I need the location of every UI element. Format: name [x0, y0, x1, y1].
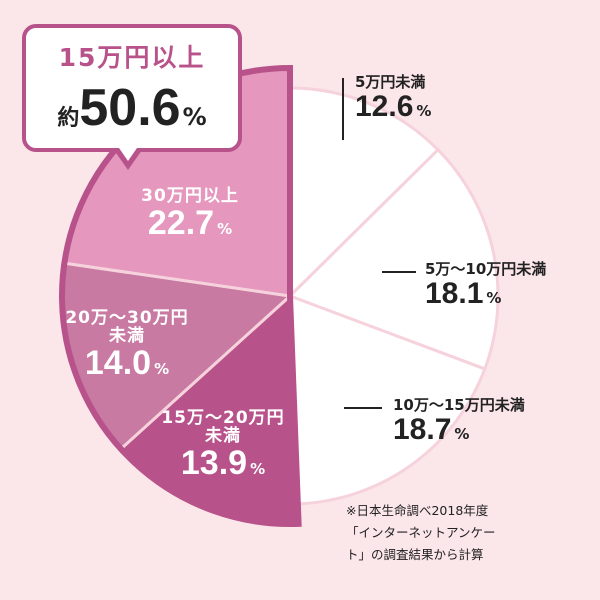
slice-name-4b: 未満	[109, 325, 145, 346]
slice-value-5: 22.7	[147, 203, 215, 242]
slice-label-4: 20万～30万円 未満 14.0%	[52, 308, 202, 382]
source-note-line-2: 「インターネットアンケー	[346, 525, 496, 540]
slice-pct-0: %	[416, 101, 432, 120]
callout-unit: %	[182, 103, 207, 131]
slice-name-3b: 未満	[205, 425, 241, 446]
slice-name-3a: 15万～20万円	[161, 408, 285, 428]
slice-name-1: 5万～10万円未満	[425, 260, 547, 278]
slice-label-2: 10万～15万円未満 18.7%	[393, 396, 525, 446]
slice-name-5: 30万円以上	[141, 186, 239, 206]
slice-value-2: 18.7	[393, 412, 452, 446]
pie-slice-2	[288, 293, 487, 506]
source-note-line-3: ト」の調査結果から計算	[346, 547, 484, 562]
leader-line-1	[382, 271, 416, 273]
slice-value-4: 14.0	[84, 343, 152, 382]
total-callout: 15万円以上 約50.6%	[22, 24, 242, 170]
callout-value: 50.6	[79, 79, 181, 137]
slice-pct-5: %	[217, 219, 233, 238]
slice-pct-1: %	[486, 288, 502, 307]
slice-label-3: 15万～20万円 未満 13.9%	[148, 408, 298, 482]
leader-line-0	[342, 78, 344, 140]
slice-name-0: 5万円未満	[355, 73, 426, 91]
slice-label-5: 30万円以上 22.7%	[110, 186, 270, 242]
slice-pct-3: %	[250, 459, 266, 478]
slice-value-3: 13.9	[180, 443, 248, 482]
callout-value-row: 約50.6%	[26, 78, 238, 138]
pie-slice-0	[288, 86, 441, 300]
slice-label-0: 5万円未満 12.6%	[355, 73, 432, 123]
source-note-line-1: ※日本生命調べ2018年度	[346, 503, 489, 518]
slice-name-2: 10万～15万円未満	[393, 396, 525, 414]
callout-prefix: 約	[57, 106, 80, 131]
slice-pct-4: %	[154, 359, 170, 378]
leader-line-2	[344, 407, 382, 409]
slice-pct-2: %	[454, 424, 470, 443]
slice-value-0: 12.6	[355, 89, 414, 123]
slice-label-1: 5万～10万円未満 18.1%	[425, 260, 547, 310]
slice-value-1: 18.1	[425, 276, 484, 310]
source-note: ※日本生命調べ2018年度 「インターネットアンケー ト」の調査結果から計算	[346, 500, 496, 566]
slice-name-4a: 20万～30万円	[65, 308, 189, 328]
callout-title: 15万円以上	[58, 43, 206, 72]
